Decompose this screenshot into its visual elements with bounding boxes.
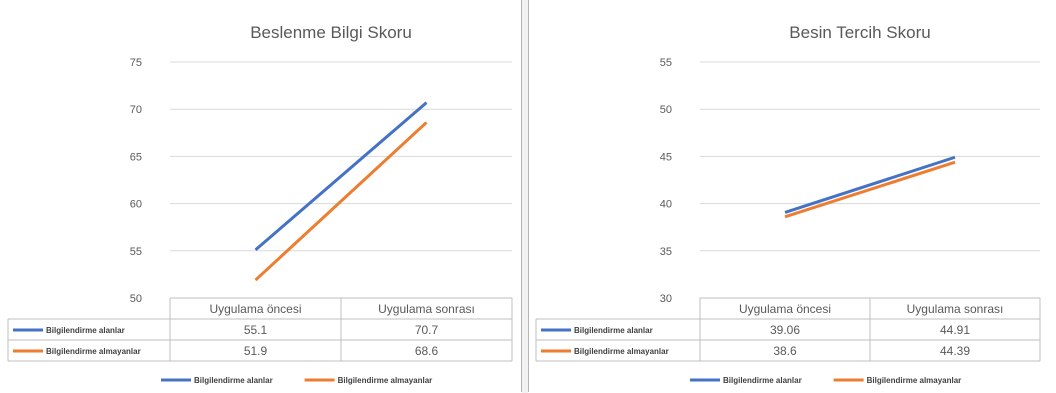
series-line bbox=[254, 101, 428, 251]
legend-label: Bilgilendirme almayanlar bbox=[867, 376, 962, 385]
chart-panel-left bbox=[0, 0, 522, 392]
series-line bbox=[254, 121, 428, 282]
chart-title: Beslenme Bilgi Skoru bbox=[250, 23, 412, 42]
data-value-label: 55.1 bbox=[244, 323, 268, 337]
data-value-label: 68.6 bbox=[415, 344, 439, 358]
legend-label: Bilgilendirme alanlar bbox=[723, 376, 802, 385]
table-series-name: Bilgilendirme alanlar bbox=[574, 326, 653, 335]
chart-beslenme-bilgi-skoru: Beslenme Bilgi Skoru 50 55 60 65 70 75 Uygulama… bbox=[0, 0, 522, 393]
y-tick-label: 40 bbox=[660, 199, 672, 211]
category-label: Uygulama sonrası bbox=[378, 302, 475, 316]
y-tick-label: 30 bbox=[660, 293, 672, 305]
chart-title: Besin Tercih Skoru bbox=[789, 23, 930, 42]
category-label: Uygulama sonrası bbox=[907, 302, 1004, 316]
data-value-label: 51.9 bbox=[244, 344, 268, 358]
chart-besin-tercih-skoru: Besin Tercih Skoru 30 35 40 45 50 55 Uygulama ö… bbox=[528, 0, 1056, 393]
y-tick-label: 60 bbox=[130, 199, 142, 211]
data-value-label: 70.7 bbox=[415, 323, 439, 337]
table-series-name: Bilgilendirme almayanlar bbox=[574, 347, 669, 356]
y-tick-label: 35 bbox=[660, 246, 672, 258]
category-label: Uygulama öncesi bbox=[209, 302, 301, 316]
data-value-label: 44.39 bbox=[940, 344, 970, 358]
chart-svg: Beslenme Bilgi Skoru 50 55 60 65 70 75 Uygulama… bbox=[7, 23, 513, 385]
legend-label: Bilgilendirme almayanlar bbox=[338, 376, 433, 385]
chart-svg: Besin Tercih Skoru 30 35 40 45 50 55 Uygulama ö… bbox=[535, 23, 1041, 385]
series-line bbox=[784, 155, 956, 214]
data-value-label: 44.91 bbox=[940, 323, 970, 337]
y-tick-label: 50 bbox=[660, 104, 672, 116]
category-label: Uygulama öncesi bbox=[739, 302, 831, 316]
panel-divider bbox=[522, 0, 528, 393]
table-series-name: Bilgilendirme alanlar bbox=[46, 326, 125, 335]
y-tick-label: 70 bbox=[130, 104, 142, 116]
chart-panel-right bbox=[528, 0, 1056, 392]
y-tick-label: 55 bbox=[660, 57, 672, 69]
data-value-label: 38.6 bbox=[773, 344, 797, 358]
y-tick-label: 65 bbox=[130, 151, 142, 163]
y-tick-label: 45 bbox=[660, 151, 672, 163]
y-tick-label: 75 bbox=[130, 57, 142, 69]
series-line bbox=[784, 160, 956, 219]
legend-label: Bilgilendirme alanlar bbox=[194, 376, 273, 385]
data-value-label: 39.06 bbox=[770, 323, 800, 337]
y-tick-label: 55 bbox=[130, 246, 142, 258]
table-series-name: Bilgilendirme almayanlar bbox=[46, 347, 141, 356]
y-tick-label: 50 bbox=[130, 293, 142, 305]
